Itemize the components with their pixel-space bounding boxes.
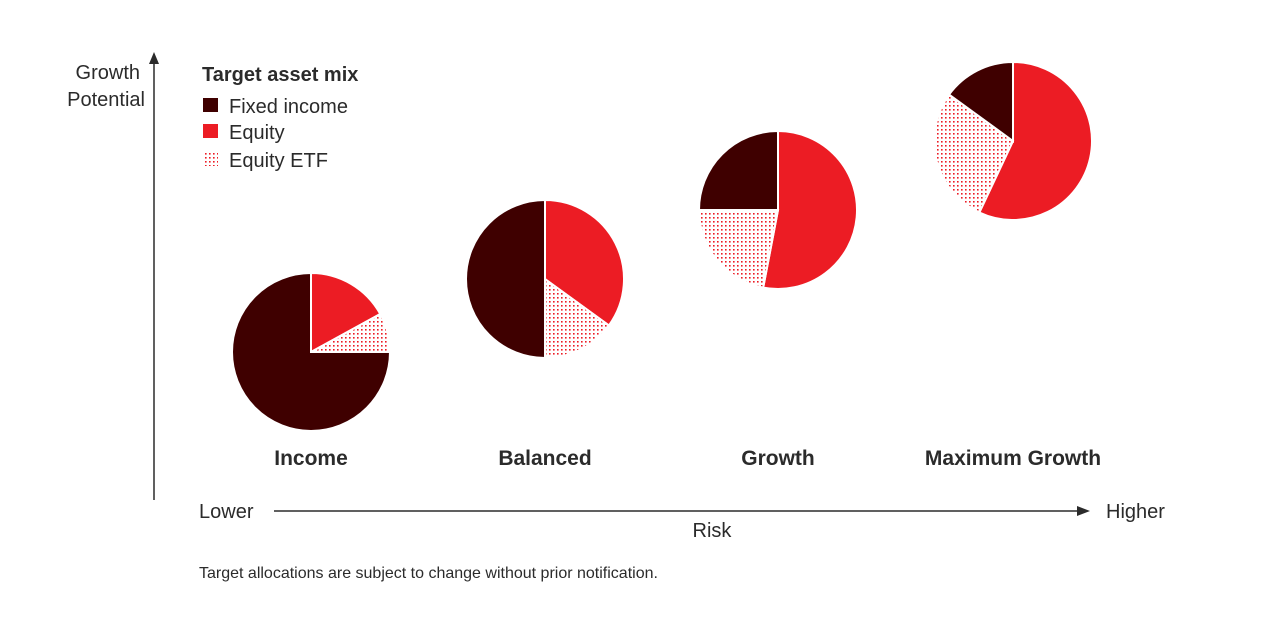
pie-slice-growth-equity xyxy=(762,129,859,290)
y-axis-label-line2: Potential xyxy=(67,89,145,111)
x-axis-high-label: Higher xyxy=(1106,501,1165,523)
legend-swatch-fixed-income xyxy=(203,98,218,112)
legend-label-equity: Equity xyxy=(229,122,285,144)
pie-slice-income-equity xyxy=(310,271,382,354)
legend-label-equity-etf: Equity ETF xyxy=(229,150,328,172)
pie-slice-growth-equity-etf xyxy=(697,209,780,289)
legend: Target asset mix Fixed income Equity Equ… xyxy=(202,64,358,172)
pie-label-growth: Growth xyxy=(741,447,815,470)
legend-swatch-equity xyxy=(203,124,218,138)
y-axis-label-line1: Growth xyxy=(76,62,140,84)
pie-slice-maximum-growth-equity-etf xyxy=(933,93,1015,214)
pie-group: Income Balanced Growth Maximum Growth xyxy=(231,60,1101,470)
pie-slice-maximum-growth-fixed-income xyxy=(947,60,1014,143)
pie-slice-income-fixed-income xyxy=(231,271,392,432)
pie-slice-balanced-equity-etf xyxy=(544,277,611,360)
legend-label-fixed-income: Fixed income xyxy=(229,96,348,118)
pie-label-maximum-growth: Maximum Growth xyxy=(925,447,1101,470)
x-axis-label: Risk xyxy=(693,520,733,542)
legend-title: Target asset mix xyxy=(202,64,358,86)
x-axis-arrowhead xyxy=(1077,506,1090,516)
pie-slice-growth-fixed-income xyxy=(697,129,779,211)
pie-label-income: Income xyxy=(274,447,348,470)
pie-label-balanced: Balanced xyxy=(498,447,591,470)
legend-swatch-equity-etf xyxy=(203,152,218,166)
x-axis-low-label: Lower xyxy=(199,501,254,523)
footnote: Target allocations are subject to change… xyxy=(199,565,658,582)
y-axis-arrowhead xyxy=(149,52,159,64)
pie-slice-balanced-equity xyxy=(544,198,625,327)
pie-slice-balanced-fixed-income xyxy=(465,198,546,360)
pie-slice-maximum-growth-equity xyxy=(978,60,1093,221)
